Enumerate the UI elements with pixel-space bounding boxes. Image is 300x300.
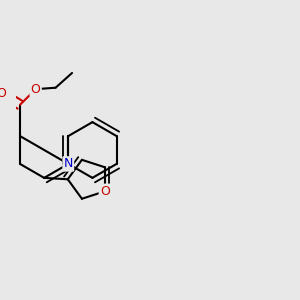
Text: O: O: [100, 185, 110, 198]
Text: O: O: [0, 87, 7, 100]
Text: O: O: [31, 82, 40, 96]
Text: N: N: [64, 158, 73, 170]
